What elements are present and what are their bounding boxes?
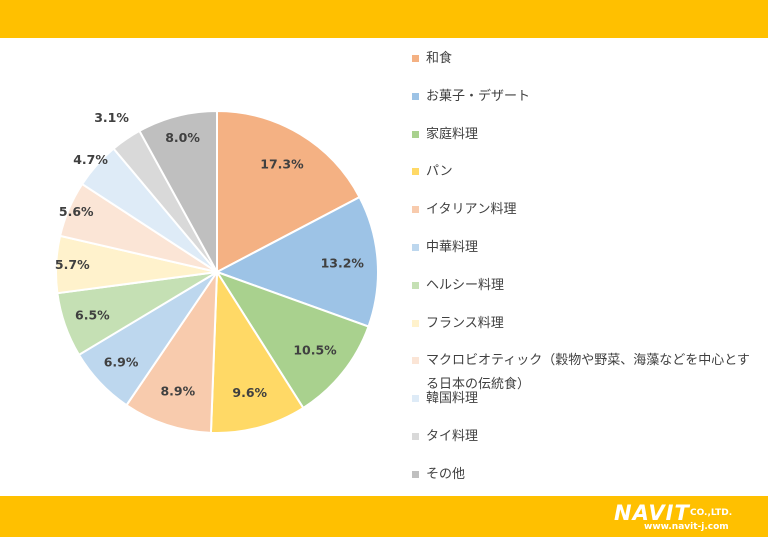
legend-swatch xyxy=(412,168,419,175)
legend-item: 家庭料理 xyxy=(412,123,752,147)
legend-label: 和食 xyxy=(426,51,453,66)
slice-value-label: 10.5% xyxy=(293,343,337,358)
slice-value-label: 5.6% xyxy=(59,204,94,219)
slice-value-label: 17.3% xyxy=(260,157,304,172)
legend-label: 韓国料理 xyxy=(426,391,479,406)
top-banner xyxy=(0,0,768,38)
legend-label: イタリアン料理 xyxy=(426,202,517,217)
slice-value-label: 13.2% xyxy=(321,255,365,270)
legend-swatch xyxy=(412,55,419,62)
chart-legend: 和食お菓子・デザート 家庭料理パンイタリアン料理 中華料理ヘルシー料理 フランス料理マ… xyxy=(412,0,768,496)
legend-swatch xyxy=(412,395,419,402)
pie-slice xyxy=(214,195,379,328)
slice-value-label: 8.0% xyxy=(165,130,200,145)
pie-slice xyxy=(125,268,219,434)
legend-item: パン xyxy=(412,160,752,184)
legend-label: お菓子・デザート xyxy=(426,89,531,104)
logo-url: www.navit-j.com xyxy=(644,522,729,532)
pie-slice xyxy=(216,109,361,274)
legend-item: フランス料理 xyxy=(412,312,752,336)
legend-swatch xyxy=(412,206,419,213)
legend-swatch xyxy=(412,320,419,327)
navit-logo: NAVIT CO.,LTD. www.navit-j.com xyxy=(614,500,756,534)
legend-item: ヘルシー料理 xyxy=(412,274,752,298)
legend-label: パン xyxy=(426,164,453,179)
pie-slice xyxy=(209,268,305,434)
legend-label: その他 xyxy=(426,467,466,482)
legend-label: マクロビオティック（穀物や野菜、海藻などを中心とする日本の伝統食） xyxy=(426,353,750,392)
legend-swatch xyxy=(412,244,419,251)
legend-swatch xyxy=(412,93,419,100)
legend-swatch xyxy=(412,433,419,440)
legend-item: 韓国料理 xyxy=(412,387,752,411)
legend-swatch xyxy=(412,471,419,478)
slice-value-label: 6.9% xyxy=(104,355,139,370)
legend-label: 中華料理 xyxy=(426,240,479,255)
pie-slice xyxy=(214,270,370,410)
legend-item: お菓子・デザート xyxy=(412,85,752,109)
legend-swatch xyxy=(412,131,419,138)
bottom-banner xyxy=(0,496,768,537)
slice-value-label: 5.7% xyxy=(55,257,90,272)
legend-swatch xyxy=(412,282,419,289)
slice-value-label: 9.6% xyxy=(232,385,267,400)
pie-value-labels: 17.3% 13.2% 10.5% 9.6% 8.9% 6.9% 6.5% 5.7% 5.6% 4… xyxy=(55,110,365,400)
pie-chart: 17.3% 13.2% 10.5% 9.6% 8.9% 6.9% 6.5% 5.7% 5.6% 4… xyxy=(55,109,379,434)
legend-swatch xyxy=(412,357,419,364)
legend-label: タイ料理 xyxy=(426,429,479,444)
pie-slice xyxy=(138,109,218,273)
slice-value-label: 4.7% xyxy=(73,152,108,167)
legend-item: イタリアン料理 xyxy=(412,198,752,222)
legend-item: その他 xyxy=(412,463,752,487)
legend-item: タイ料理 xyxy=(412,425,752,449)
logo-wordmark: NAVIT xyxy=(614,501,690,525)
legend-item: 中華料理 xyxy=(412,236,752,260)
legend-label: フランス料理 xyxy=(426,316,504,331)
slice-value-label: 6.5% xyxy=(75,308,110,323)
logo-company-suffix: CO.,LTD. xyxy=(690,508,733,518)
legend-label: ヘルシー料理 xyxy=(426,278,505,293)
slice-value-label: 8.9% xyxy=(160,383,195,398)
pie-slices xyxy=(55,109,379,434)
slice-value-label: 3.1% xyxy=(94,110,129,125)
legend-label: 家庭料理 xyxy=(426,127,479,142)
legend-item: 和食 xyxy=(412,47,752,71)
legend-item: マクロビオティック（穀物や野菜、海藻などを中心とする日本の伝統食） xyxy=(412,349,752,397)
